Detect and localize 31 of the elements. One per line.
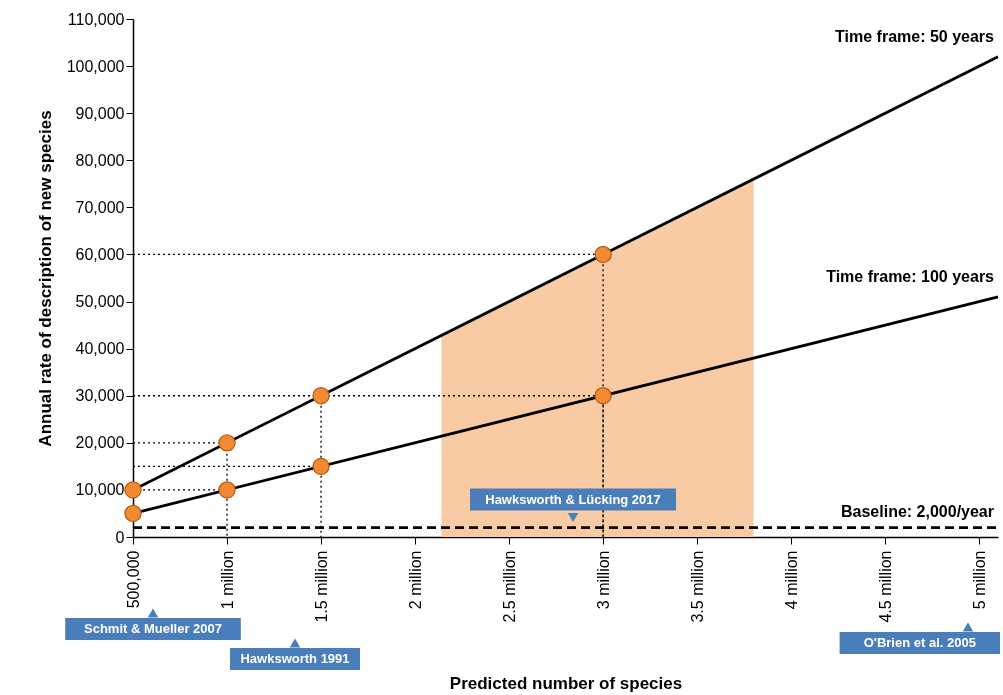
y-tick-label: 40,000: [75, 340, 125, 358]
y-tick-label: 100,000: [66, 57, 125, 75]
x-tick-label: 2 million: [406, 550, 424, 610]
series-label: Time frame: 100 years: [826, 267, 995, 285]
x-tick-label: 1.5 million: [312, 550, 330, 623]
x-tick-label: 3 million: [594, 550, 612, 610]
y-tick-label: 110,000: [67, 10, 125, 28]
y-tick-label: 70,000: [75, 198, 125, 216]
y-tick-label: 30,000: [75, 387, 125, 405]
ref-line-label: Baseline: 2,000/year: [841, 502, 994, 520]
text: O'Brien et al. 2005: [863, 635, 976, 650]
x-tick-label: 500,000: [124, 550, 142, 609]
x-tick-label: 5 million: [970, 550, 988, 610]
y-tick-label: 60,000: [75, 245, 125, 263]
x-tick-label: 2.5 million: [500, 550, 518, 623]
text: Hawksworth 1991: [240, 651, 350, 666]
y-tick-label: 50,000: [75, 293, 125, 311]
x-tick-label: 4 million: [782, 550, 800, 610]
y-tick-label: 90,000: [75, 104, 125, 122]
series-label: Time frame: 50 years: [835, 27, 995, 45]
text: Schmit & Mueller 2007: [84, 621, 222, 636]
y-tick-label: 20,000: [75, 434, 125, 452]
y-axis-title: Annual rate of description of new species: [35, 110, 55, 447]
y-tick-label: 80,000: [75, 151, 125, 169]
annotation: Hawksworth & Lücking 2017: [485, 491, 661, 507]
x-tick-label: 1 million: [218, 550, 236, 610]
x-tick-label: 3.5 million: [688, 550, 706, 623]
y-tick-label: 10,000: [75, 481, 125, 499]
y-tick-label: 0: [115, 528, 125, 546]
x-tick-label: 4.5 million: [876, 550, 894, 623]
x-axis-title: Predicted number of species: [449, 673, 683, 693]
